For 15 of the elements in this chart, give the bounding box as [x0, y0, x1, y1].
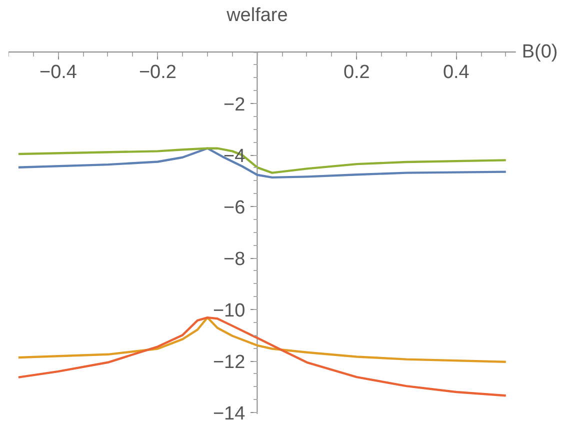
- chart-title: welfare: [226, 5, 288, 26]
- y-tick-label: −12: [212, 352, 246, 374]
- x-tick-label: 0.2: [343, 62, 370, 84]
- y-tick-label: −14: [212, 404, 246, 425]
- x-tick-label: −0.2: [138, 62, 176, 84]
- line-series: [17, 147, 507, 174]
- line-series: [17, 147, 507, 179]
- y-tick-label: −8: [224, 249, 246, 270]
- y-tick-label: −10: [212, 300, 246, 322]
- line-series: [17, 316, 507, 397]
- x-axis-title: B(0): [522, 42, 558, 63]
- y-tick-label: −2: [224, 94, 246, 116]
- y-tick-label: −6: [224, 198, 246, 219]
- x-tick-label: 0.4: [442, 62, 470, 84]
- x-tick-label: −0.4: [39, 62, 78, 84]
